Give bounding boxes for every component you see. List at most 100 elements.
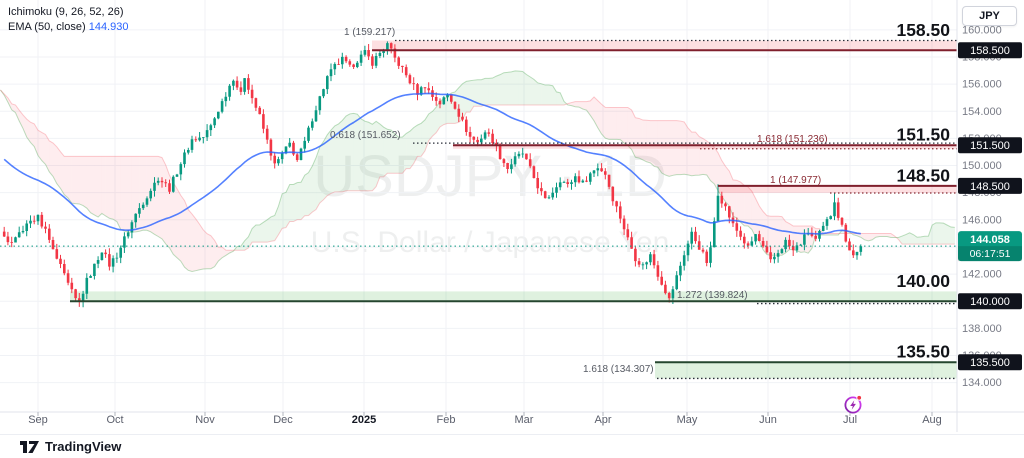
cloud-segment <box>278 193 283 235</box>
cloud-segment <box>53 143 57 184</box>
x-axis-label-2025: 2025 <box>352 414 376 426</box>
fib-label: 1.272 (139.824) <box>677 290 748 301</box>
cloud-segment <box>338 120 343 192</box>
cloud-segment <box>146 156 151 232</box>
legend-ichimoku[interactable]: Ichimoku (9, 26, 52, 26) <box>8 6 124 18</box>
cloud-segment <box>282 192 286 229</box>
cloud-segment <box>195 218 200 271</box>
legend-ema[interactable]: EMA (50, close) 144.930 <box>8 20 128 35</box>
tradingview-logo-text[interactable]: TradingView <box>45 439 122 454</box>
cloud-segment <box>38 130 42 161</box>
cloud-segment <box>706 141 711 181</box>
cloud-segment <box>387 129 392 174</box>
cloud-segment <box>691 132 696 176</box>
cloud-segment <box>402 133 407 174</box>
y-axis-tick-label: 142.000 <box>962 269 1002 281</box>
cloud-segment <box>601 104 606 139</box>
tradingview-logo-icon[interactable] <box>20 440 39 454</box>
last-price-badge-bg <box>958 231 1022 262</box>
cloud-segment <box>398 137 403 174</box>
x-axis-label-Mar: Mar <box>515 414 534 426</box>
cloud-segment <box>481 78 486 107</box>
cloud-segment <box>748 186 752 230</box>
y-axis-tick-label: 156.000 <box>962 79 1002 91</box>
cloud-segment <box>575 101 580 108</box>
demand-zone-140.00 <box>70 291 957 302</box>
cloud-segment <box>826 233 831 235</box>
cloud-segment <box>545 85 549 105</box>
senkou-b-line <box>0 89 955 251</box>
y-axis-tick-label: 160.000 <box>962 24 1002 36</box>
countdown-bg <box>958 246 1022 262</box>
cloud-segment <box>924 236 929 245</box>
cloud-segment <box>492 76 497 105</box>
cloud-segment <box>161 157 166 244</box>
cloud-segment <box>935 222 940 245</box>
cloud-segment <box>507 71 512 105</box>
cloud-segment <box>947 225 951 245</box>
ema-50-path <box>3 92 861 235</box>
cloud-segment <box>199 224 204 270</box>
cloud-segment <box>244 236 249 251</box>
cloud-segment <box>68 156 72 204</box>
cloud-segment <box>7 97 12 110</box>
cloud-segment <box>661 120 666 176</box>
legend-ema-value: 144.930 <box>88 21 129 33</box>
cloud-segment <box>552 85 557 105</box>
cloud-segment <box>830 233 835 235</box>
cloud-segment <box>255 224 260 243</box>
cloud-segment <box>342 116 347 192</box>
cloud-segment <box>180 195 185 268</box>
cloud-segment <box>391 130 395 174</box>
cloud-segment <box>695 132 700 176</box>
cloud-segment <box>894 236 899 240</box>
cloud-segment <box>327 130 332 196</box>
cloud-segment <box>560 92 564 105</box>
cloud-segment <box>300 175 305 220</box>
cloud-segment <box>71 156 76 204</box>
axis-badge-label: 148.500 <box>970 181 1010 193</box>
cloud-segment <box>116 156 121 230</box>
level-big-label: 135.50 <box>896 342 950 362</box>
cloud-segment <box>413 125 418 164</box>
cloud-segment <box>684 121 688 175</box>
x-axis-label-May: May <box>677 414 698 426</box>
supply-zone-158.50 <box>372 40 957 51</box>
cloud-segment <box>466 80 471 113</box>
cloud-segment <box>473 79 478 107</box>
cloud-segment <box>755 198 760 242</box>
cloud-segment <box>733 179 737 219</box>
fib-label: 1.618 (151.236) <box>757 134 828 145</box>
y-axis[interactable]: 160.000158.000156.000154.000152.000150.0… <box>956 0 1022 432</box>
cloud-segment <box>22 114 27 138</box>
cloud-segment <box>128 156 132 233</box>
cloud-segment <box>218 247 223 262</box>
y-axis-tick-label: 138.000 <box>962 323 1002 335</box>
cloud-segment <box>928 225 933 245</box>
boost-button[interactable] <box>842 393 864 415</box>
lightning-icon <box>844 394 863 414</box>
cloud-segment <box>229 250 234 253</box>
cloud-segment <box>263 219 268 243</box>
cloud-segment <box>902 234 906 245</box>
cloud-segment <box>868 233 873 241</box>
cloud-segment <box>169 175 174 255</box>
cloud-segment <box>11 103 16 113</box>
cloud-segment <box>612 107 617 140</box>
platform-footer: TradingView <box>0 434 1024 458</box>
x-axis[interactable]: Sep Oct Nov Dec 2025 Feb Mar Apr May Jun Jul Aug <box>0 411 1024 426</box>
cloud-segment <box>319 141 324 203</box>
cloud-segment <box>680 121 685 175</box>
price-chart[interactable]: USDJPY · 1D U.S. Dollar / Japanese Yen 1… <box>0 0 1024 434</box>
cloud-segment <box>304 172 309 216</box>
cloud-segment <box>721 160 726 202</box>
axis-badge-label: 158.500 <box>970 45 1010 57</box>
x-axis-label-Apr: Apr <box>594 414 611 426</box>
cloud-segment <box>124 156 129 233</box>
cloud-segment <box>672 120 677 176</box>
cloud-segment <box>353 113 358 191</box>
cloud-segment <box>582 101 587 111</box>
currency-button[interactable]: JPY <box>962 6 1017 26</box>
last-price-badge-value: 144.058 <box>970 234 1010 246</box>
level-big-label: 140.00 <box>896 271 950 291</box>
